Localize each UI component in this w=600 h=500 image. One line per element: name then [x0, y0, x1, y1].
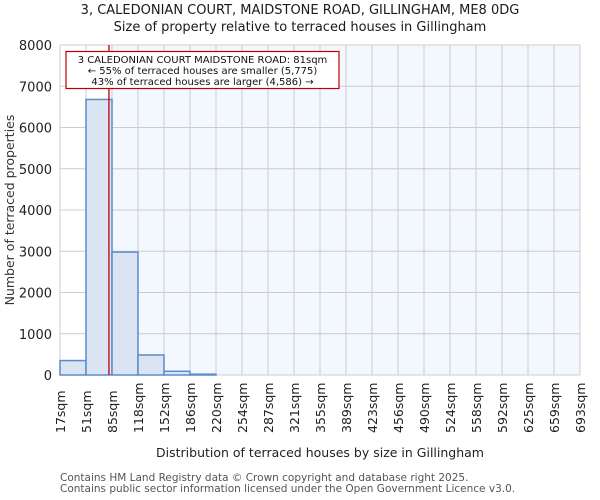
x-tick-label: 220sqm	[209, 383, 224, 433]
x-tick-label: 321sqm	[287, 383, 302, 433]
x-tick-label: 355sqm	[313, 383, 328, 433]
footer-licence: Contains public sector information licen…	[60, 483, 516, 495]
x-tick-label: 85sqm	[105, 390, 120, 433]
y-tick-label: 1000	[19, 328, 52, 343]
x-tick-label: 625sqm	[521, 383, 536, 433]
x-tick-label: 152sqm	[157, 383, 172, 433]
annotation-line-3: 43% of terraced houses are larger (4,586…	[91, 77, 313, 88]
x-tick-label: 490sqm	[417, 383, 432, 433]
x-tick-label: 693sqm	[573, 383, 588, 433]
x-tick-label: 389sqm	[339, 383, 354, 433]
x-tick-label: 423sqm	[365, 383, 380, 433]
x-tick-label: 524sqm	[443, 383, 458, 433]
footer-copyright: Contains HM Land Registry data © Crown c…	[60, 472, 469, 484]
x-tick-label: 287sqm	[261, 383, 276, 433]
y-tick-label: 6000	[19, 122, 52, 137]
x-tick-label: 118sqm	[131, 383, 146, 433]
x-axis-label: Distribution of terraced houses by size …	[156, 445, 484, 460]
y-axis-label: Number of terraced properties	[2, 115, 17, 306]
x-tick-label: 592sqm	[495, 383, 510, 433]
annotation-line-1: 3 CALEDONIAN COURT MAIDSTONE ROAD: 81sqm	[78, 55, 328, 66]
y-tick-label: 3000	[19, 245, 52, 260]
y-tick-label: 7000	[19, 80, 52, 95]
x-tick-label: 659sqm	[547, 383, 562, 433]
y-tick-label: 4000	[19, 204, 52, 219]
x-tick-label: 186sqm	[183, 383, 198, 433]
x-tick-label: 51sqm	[79, 390, 94, 433]
x-tick-label: 456sqm	[391, 383, 406, 433]
histogram-bar	[163, 370, 191, 376]
y-tick-label: 8000	[19, 39, 52, 54]
x-tick-label: 254sqm	[235, 383, 250, 433]
histogram-bar	[137, 354, 165, 376]
annotation-box	[65, 50, 340, 90]
histogram-bar	[85, 98, 113, 376]
histogram-bar	[111, 251, 139, 376]
chart-subtitle: Size of property relative to terraced ho…	[113, 20, 487, 35]
x-tick-label: 558sqm	[469, 383, 484, 433]
x-tick-label: 17sqm	[53, 390, 68, 433]
annotation-line-2: ← 55% of terraced houses are smaller (5,…	[88, 66, 318, 77]
y-tick-label: 0	[44, 369, 52, 384]
y-tick-label: 2000	[19, 287, 52, 302]
y-tick-label: 5000	[19, 163, 52, 178]
chart-title: 3, CALEDONIAN COURT, MAIDSTONE ROAD, GIL…	[80, 3, 520, 18]
histogram-bar	[59, 359, 87, 376]
